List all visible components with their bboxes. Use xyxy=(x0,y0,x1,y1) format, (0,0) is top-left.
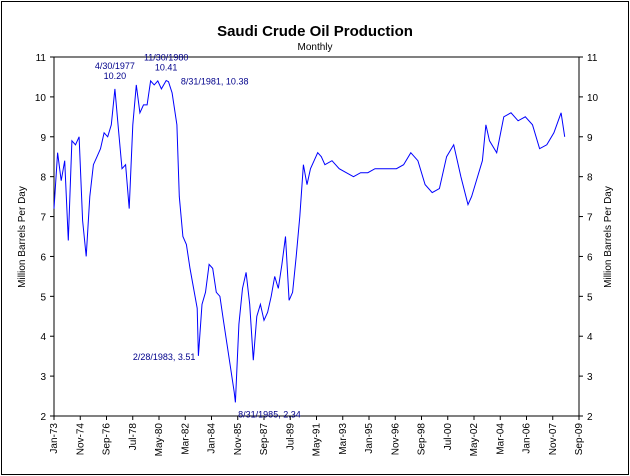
x-tick-label: Sep-09 xyxy=(574,423,585,456)
y-tick-label: 11 xyxy=(36,53,47,64)
y-axis-right: 2 3 4 5 6 7 8 9 10 11 xyxy=(579,53,599,423)
x-tick-label: Jul-78 xyxy=(128,423,139,451)
x-tick-label: Sep-87 xyxy=(259,423,270,456)
y-tick-label: 8 xyxy=(40,173,46,184)
y-tick-label-right: 6 xyxy=(587,252,593,263)
y-tick-label: 10 xyxy=(35,93,47,104)
x-axis: Jan-73 Nov-74 Sep-76 Jul-78 May-80 Mar-82 Jan-… xyxy=(49,416,585,456)
y-axis-title-left: Million Barrels Per Day xyxy=(17,186,28,288)
y-tick-label: 6 xyxy=(40,252,46,263)
y-axis-title-right: Million Barrels Per Day xyxy=(603,186,614,288)
y-tick-label-right: 2 xyxy=(587,412,593,423)
y-tick-label-right: 9 xyxy=(587,133,593,144)
y-tick-label-right: 3 xyxy=(587,372,593,383)
annotation-label: 8/31/1985, 2.34 xyxy=(238,409,301,419)
y-tick-label-right: 10 xyxy=(587,93,599,104)
y-tick-label: 7 xyxy=(40,213,46,224)
y-tick-label: 3 xyxy=(40,372,46,383)
y-axis-left: 2 3 4 5 6 7 8 9 10 11 xyxy=(35,53,54,423)
x-tick-label: Jan-84 xyxy=(207,423,218,454)
y-tick-label: 2 xyxy=(40,412,46,423)
y-tick-label-right: 11 xyxy=(587,53,598,64)
y-tick-label-right: 8 xyxy=(587,173,593,184)
x-tick-label: Mar-82 xyxy=(180,423,191,455)
annotation-label: 11/30/1980 xyxy=(144,53,188,63)
x-tick-label: Nov-85 xyxy=(233,423,244,456)
y-tick-label-right: 7 xyxy=(587,213,593,224)
y-tick-label: 9 xyxy=(40,133,46,144)
x-tick-label: May-91 xyxy=(312,423,323,457)
y-tick-label: 4 xyxy=(40,332,46,343)
y-tick-label: 5 xyxy=(40,292,46,303)
x-tick-label: Nov-74 xyxy=(75,423,86,456)
chart-subtitle: Monthly xyxy=(297,42,332,53)
x-tick-label: May-02 xyxy=(469,423,480,457)
x-tick-label: Sep-76 xyxy=(102,423,113,456)
x-tick-label: Jan-73 xyxy=(49,423,60,454)
x-tick-label: May-80 xyxy=(154,423,165,457)
annotation-label: 2/28/1983, 3.51 xyxy=(133,352,196,362)
x-tick-label: Nov-96 xyxy=(390,423,401,456)
x-tick-label: Jan-95 xyxy=(364,423,375,454)
plot-area xyxy=(53,56,580,417)
annotation-value: 10.20 xyxy=(104,71,127,81)
chart-title: Saudi Crude Oil Production xyxy=(217,23,413,40)
annotation-label: 8/31/1981, 10.38 xyxy=(181,77,249,87)
x-tick-label: Sep-98 xyxy=(417,423,428,456)
y-tick-label-right: 4 xyxy=(587,332,593,343)
y-tick-label-right: 5 xyxy=(587,292,593,303)
x-tick-label: Mar-93 xyxy=(338,423,349,455)
x-tick-label: Nov-07 xyxy=(548,423,559,456)
x-tick-label: Mar-04 xyxy=(495,423,506,455)
x-tick-label: Jul-89 xyxy=(285,423,296,451)
annotation-value: 10.41 xyxy=(155,63,178,73)
x-tick-label: Jul-00 xyxy=(443,423,454,451)
series-line xyxy=(53,79,566,403)
x-tick-label: Jan-06 xyxy=(522,423,533,454)
annotation-label: 4/30/1977 xyxy=(95,61,135,71)
